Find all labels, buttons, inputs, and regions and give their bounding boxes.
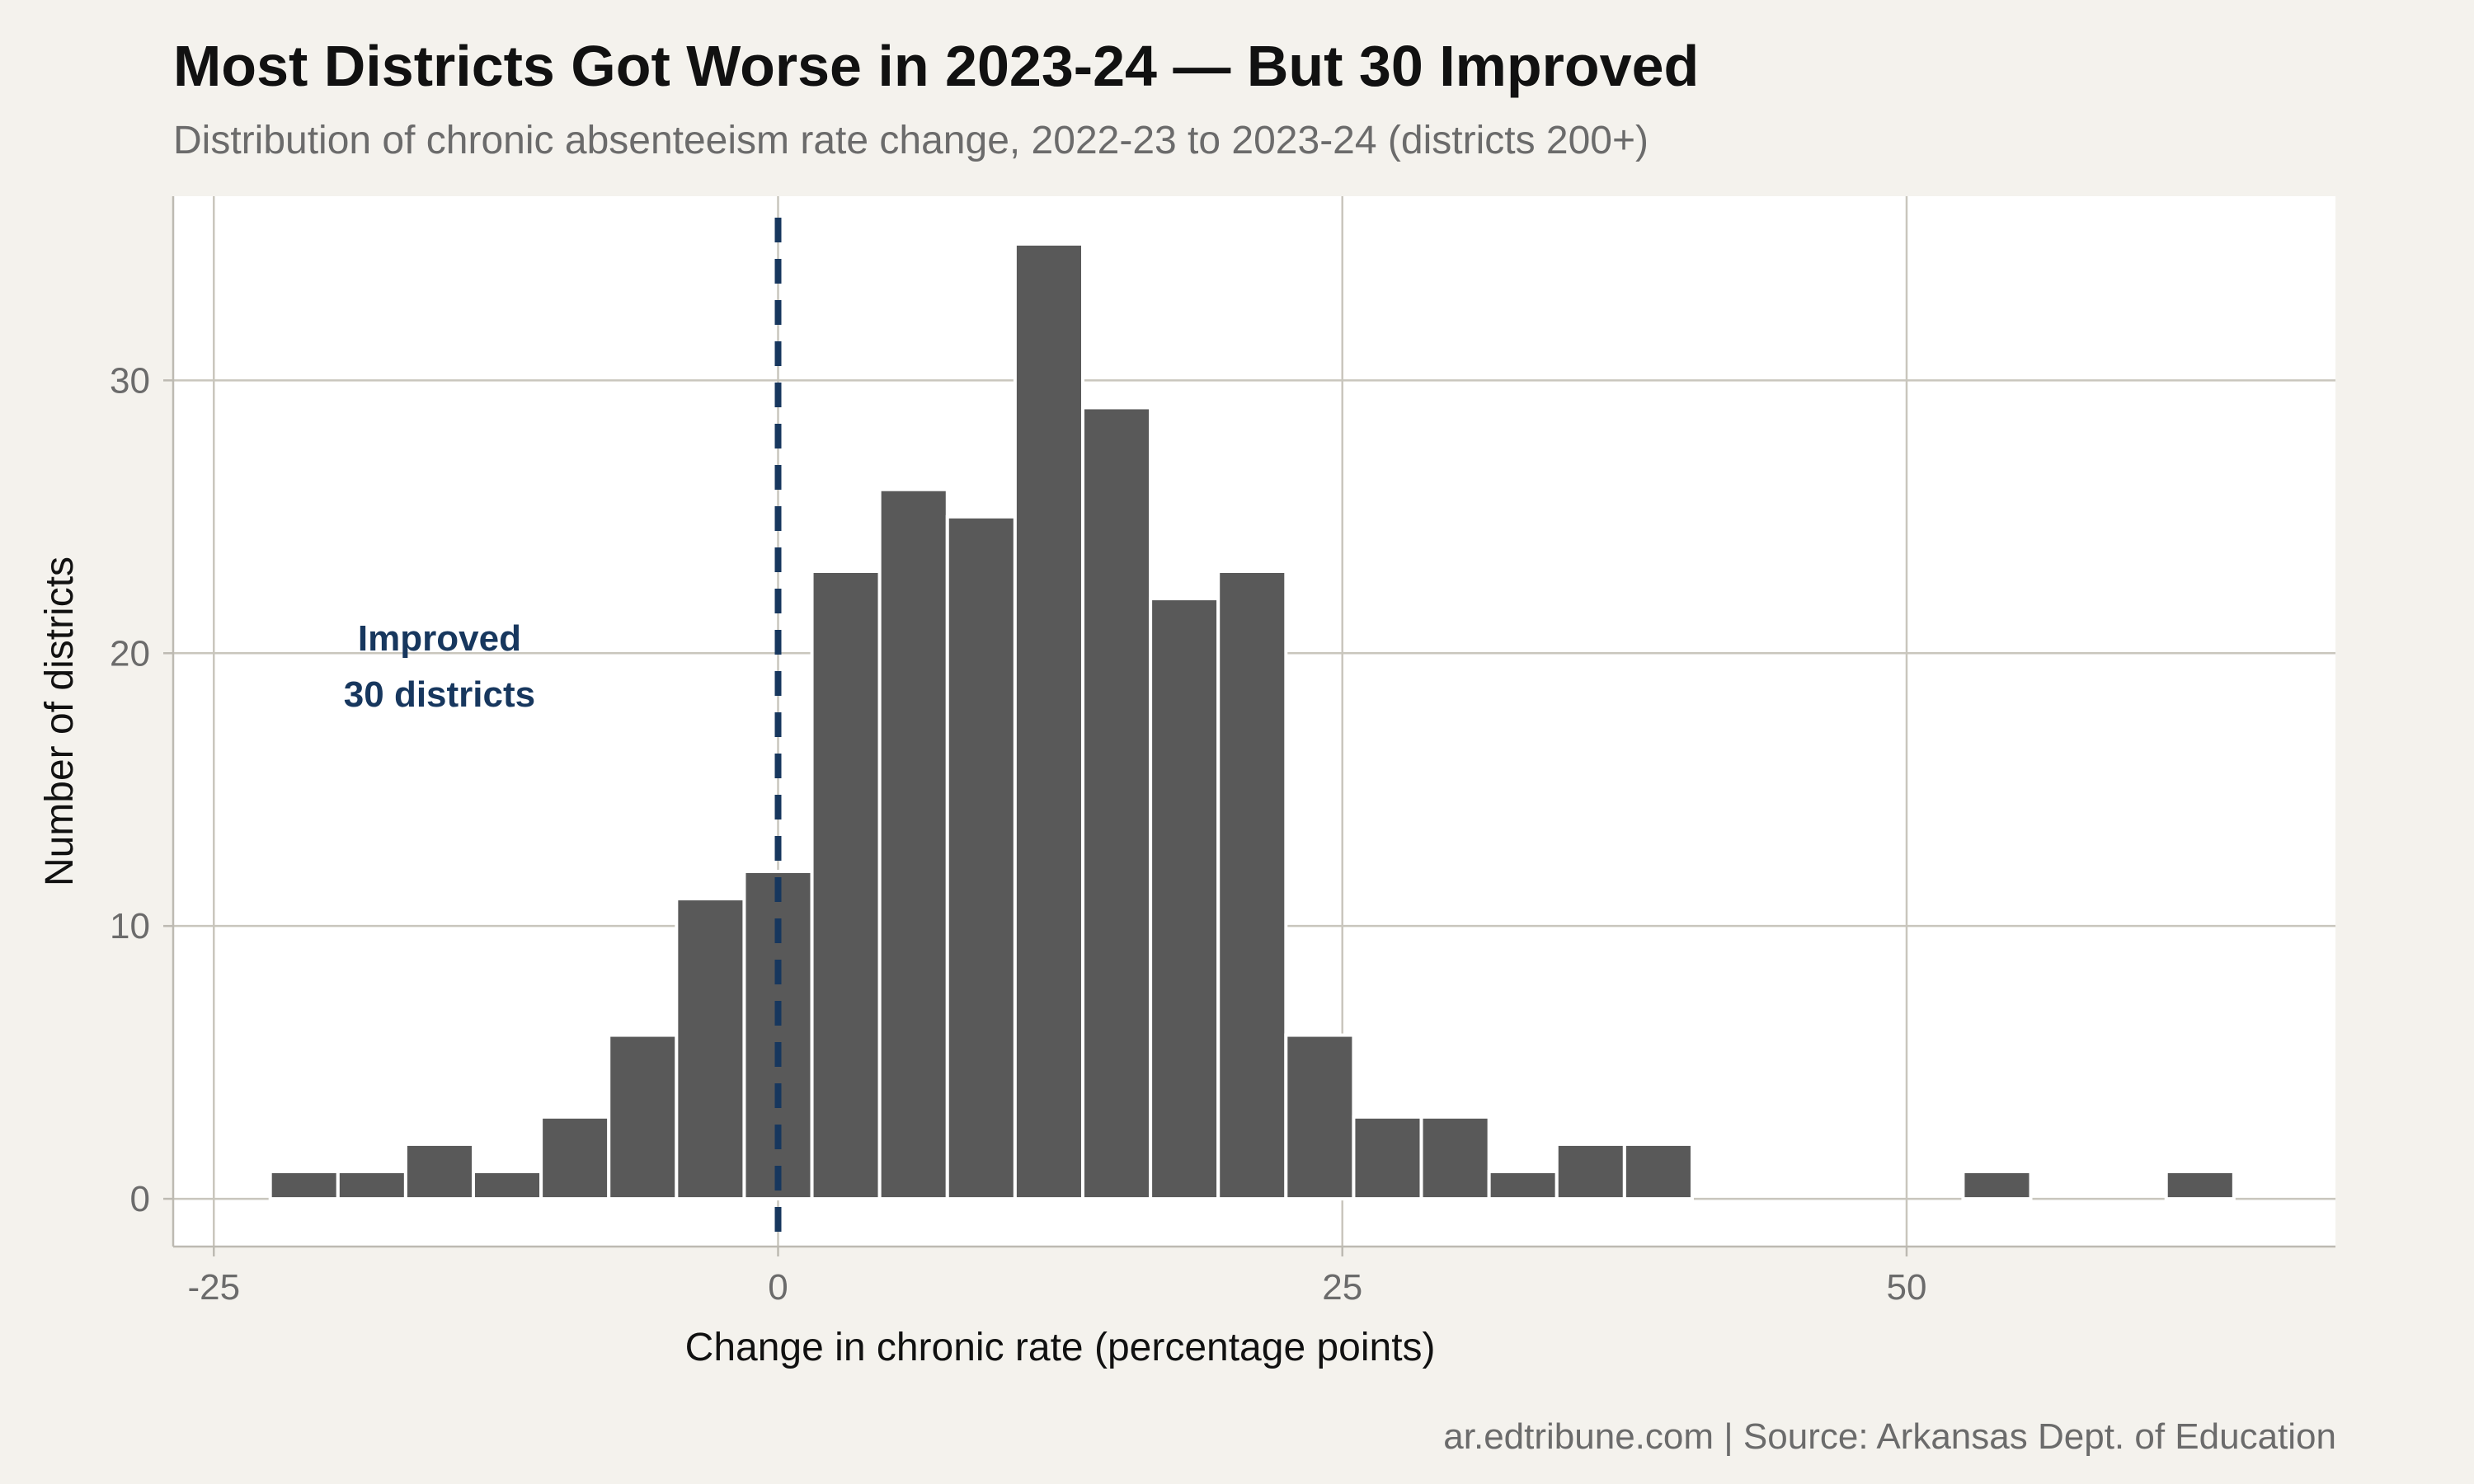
histogram-bar [2164,1170,2236,1201]
improved-annotation: Improved 30 districts [344,618,535,715]
histogram-bar [1080,406,1153,1201]
x-tick-label: 25 [1322,1267,1362,1308]
annotation-line: 30 districts [344,674,535,715]
histogram-bar [1352,1115,1423,1201]
histogram-bar [1419,1115,1491,1201]
histogram-bar [607,1033,679,1201]
chart-title: Most Districts Got Worse in 2023-24 — Bu… [173,34,1700,98]
histogram-bar [675,897,746,1201]
histogram-bar [1013,242,1084,1201]
histogram-bar [1284,1033,1356,1201]
annotation-line: Improved [358,618,521,659]
histogram-bar [268,1170,340,1201]
y-tick-label: 20 [110,633,150,674]
histogram-bar [1487,1170,1559,1201]
chart-caption: ar.edtribune.com | Source: Arkansas Dept… [1443,1416,2336,1457]
tick-labels: -25 0 25 50 0 10 20 30 [110,360,1926,1308]
histogram-bar [1554,1142,1626,1201]
y-axis-title: Number of districts [38,556,82,886]
x-tick-label: 0 [768,1267,788,1308]
histogram-bar [1961,1170,2033,1201]
y-tick-label: 30 [110,360,150,401]
y-tick-label: 10 [110,906,150,946]
histogram-bar [336,1170,407,1201]
y-tick-label: 0 [130,1179,150,1219]
chart-subtitle: Distribution of chronic absenteeism rate… [173,119,1649,162]
histogram-bar [810,570,882,1201]
histogram-bar [1149,597,1221,1201]
x-tick-label: -25 [187,1267,240,1308]
histogram-bar [472,1170,543,1201]
histogram-bar [877,487,949,1201]
histogram-bar [539,1115,611,1201]
histogram-bar [1216,570,1288,1201]
histogram-bar [1622,1142,1694,1201]
histogram-bars [268,242,2236,1201]
histogram-bar [403,1142,476,1201]
histogram-bar [945,514,1017,1201]
axes [172,196,2335,1248]
x-tick-label: 50 [1887,1267,1927,1308]
x-axis-title: Change in chronic rate (percentage point… [685,1326,1436,1369]
